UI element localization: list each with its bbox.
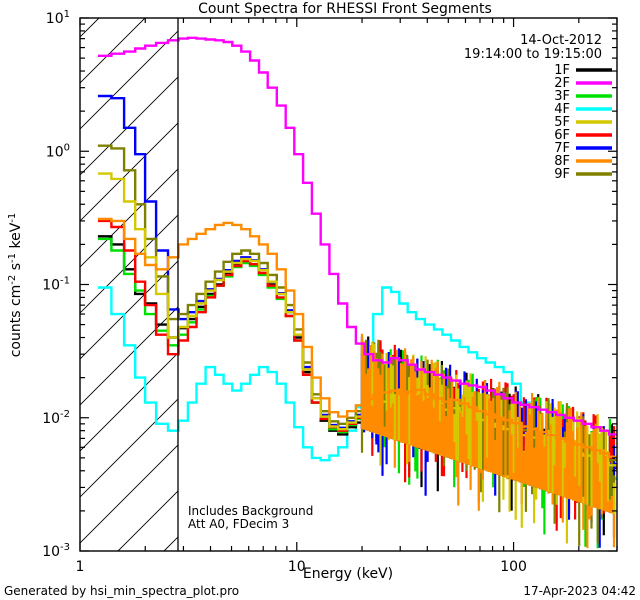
y-tick-label: 101: [46, 9, 70, 27]
spectrum-2F: [97, 36, 617, 436]
y-tick-labels: 10-3 10-2 10-1 100 101: [42, 9, 70, 560]
svg-text:counts cm-2 s-1 keV-1: counts cm-2 s-1 keV-1: [7, 213, 24, 358]
x-tick-label: 10: [288, 559, 306, 575]
legend-label-6F: 6F: [554, 128, 570, 143]
axis-ticks: [79, 17, 618, 552]
spectra-curves: [97, 36, 617, 549]
annotation-attenuator: Att A0, FDecim 3: [188, 517, 289, 531]
svg-text:10-2: 10-2: [42, 409, 70, 427]
x-axis-title: Energy (keV): [303, 566, 393, 582]
y-axis-title-mid2: keV: [8, 222, 24, 253]
svg-text:101: 101: [46, 9, 70, 27]
legend-label-2F: 2F: [554, 76, 570, 91]
x-tick-label: 100: [500, 559, 527, 575]
x-tick-label: 1: [76, 559, 85, 575]
legend-label-4F: 4F: [554, 102, 570, 117]
legend-label-5F: 5F: [554, 115, 570, 130]
annotation-background: Includes Background: [188, 504, 313, 518]
x-tick-labels: 1 10 100: [76, 559, 527, 575]
hatched-region: [80, 18, 178, 551]
spectrum-noise-8F: [360, 333, 616, 549]
y-axis-title-exp3: -1: [7, 213, 18, 223]
y-tick-label: 10-3: [42, 542, 70, 560]
svg-text:100: 100: [46, 142, 70, 160]
y-axis-title-base: counts cm: [8, 285, 24, 358]
page-title: Count Spectra for RHESSI Front Segments: [198, 1, 492, 17]
observation-date: 14-Oct-2012: [520, 33, 602, 48]
y-tick-label: 100: [46, 142, 70, 160]
y-axis-title-mid: s: [8, 263, 24, 275]
legend-label-9F: 9F: [554, 167, 570, 182]
legend-label-7F: 7F: [554, 141, 570, 156]
y-axis-title: counts cm-2 s-1 keV-1: [7, 213, 24, 358]
y-tick-label: 10-1: [42, 276, 70, 294]
svg-text:10-1: 10-1: [42, 276, 70, 294]
y-axis-title-exp2: -1: [7, 253, 18, 263]
y-axis-title-exp1: -2: [7, 275, 18, 285]
svg-text:10-3: 10-3: [42, 542, 70, 560]
y-tick-label: 10-2: [42, 409, 70, 427]
legend-label-3F: 3F: [554, 89, 570, 104]
legend-label-8F: 8F: [554, 154, 570, 169]
observation-time-range: 19:14:00 to 19:15:00: [464, 47, 602, 62]
legend-label-1F: 1F: [554, 63, 570, 78]
footer-timestamp: 17-Apr-2023 04:42: [523, 584, 636, 598]
footer-generator: Generated by hsi_min_spectra_plot.pro: [4, 584, 239, 598]
